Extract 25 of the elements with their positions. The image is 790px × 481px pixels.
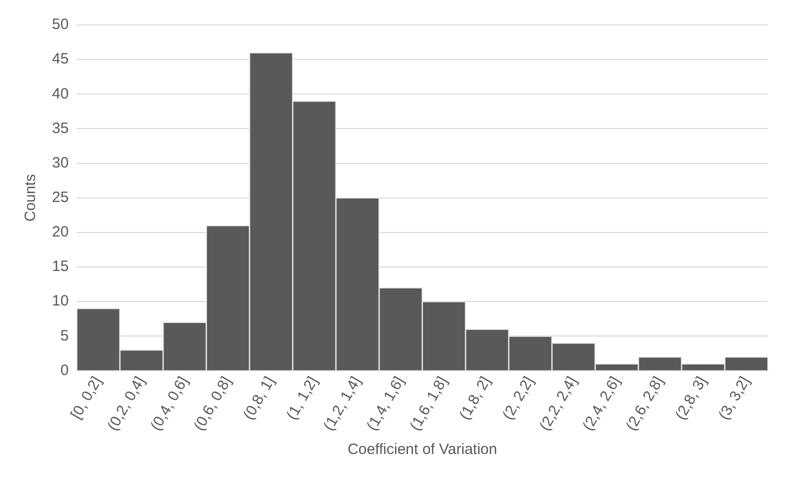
x-tick-label: (1,6, 1,8]	[406, 374, 451, 434]
x-tick-label: (1, 1,2]	[283, 374, 322, 423]
x-tick-label: (0,6, 0,8]	[190, 374, 235, 434]
x-tick-label: (1,2, 1,4]	[320, 374, 365, 434]
x-tick-label: (0,8, 1]	[240, 374, 278, 423]
y-tick-label: 5	[60, 327, 69, 344]
y-tick-label: 15	[52, 258, 69, 276]
x-tick-label: (3, 3,2]	[715, 374, 754, 423]
x-tick-label: (1,4, 1,6]	[363, 374, 408, 434]
x-tick-label: (0,4, 0,6]	[147, 374, 192, 434]
x-tick-label: (1,8, 2]	[456, 374, 494, 423]
y-tick-label: 10	[52, 292, 69, 310]
x-tick-label: (0,2, 0,4]	[104, 374, 149, 434]
y-tick-label: 20	[52, 224, 69, 241]
y-tick-label: 30	[52, 154, 69, 172]
y-tick-label: 45	[52, 50, 69, 68]
x-tick-label: (2,8, 3]	[672, 374, 710, 423]
x-axis-title: Coefficient of Variation	[348, 441, 498, 458]
y-tick-label: 0	[60, 362, 69, 379]
y-tick-label: 50	[52, 16, 69, 34]
y-tick-label: 25	[52, 189, 69, 206]
x-tick-label: [0, 0,2]	[68, 374, 106, 422]
y-axis-title: Counts	[22, 174, 40, 222]
y-tick-label: 35	[52, 120, 69, 137]
y-tick-label: 40	[52, 85, 69, 102]
